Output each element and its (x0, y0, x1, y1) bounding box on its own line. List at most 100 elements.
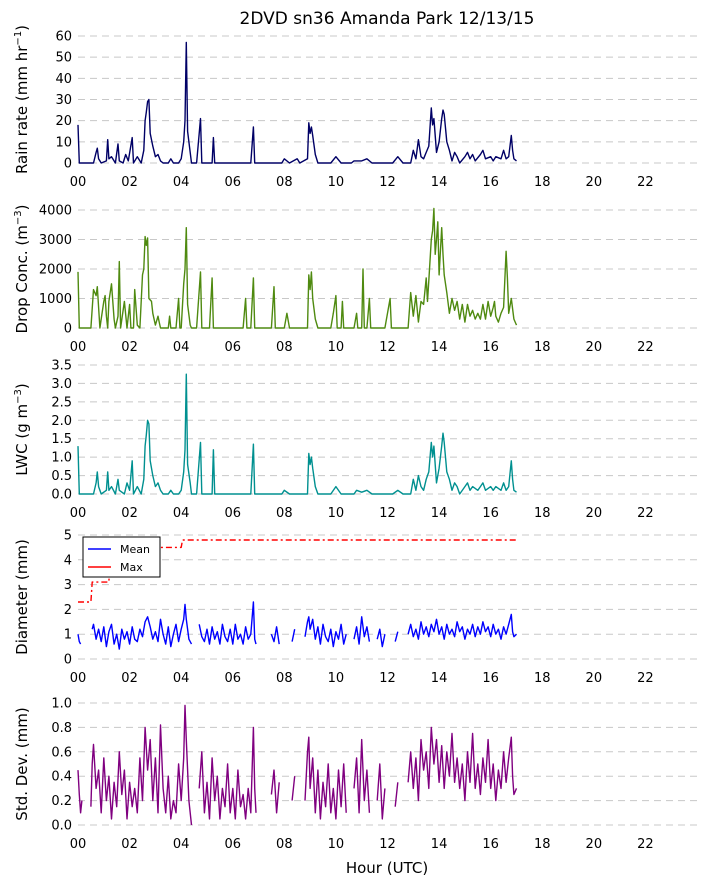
x-tick-lwc-2: 04 (173, 506, 190, 521)
y-tick-rain-6: 60 (55, 30, 72, 45)
figure-title: 2DVD sn36 Amanda Park 12/13/15 (240, 9, 535, 29)
x-tick-lwc-6: 12 (379, 506, 396, 521)
x-tick-rain-4: 08 (276, 175, 293, 190)
y-tick-std-5: 1.0 (51, 697, 72, 712)
y-tick-lwc-7: 3.5 (51, 359, 72, 374)
x-tick-std-3: 06 (224, 837, 241, 852)
x-tick-lwc-3: 06 (224, 506, 241, 521)
x-tick-std-8: 16 (482, 837, 499, 852)
x-tick-diam-10: 20 (586, 671, 603, 686)
x-tick-conc-7: 14 (431, 340, 448, 355)
y-tick-diam-5: 5 (64, 529, 72, 544)
x-tick-lwc-7: 14 (431, 506, 448, 521)
x-tick-diam-0: 00 (70, 671, 87, 686)
y-tick-std-0: 0.0 (51, 819, 72, 834)
x-tick-std-10: 20 (586, 837, 603, 852)
y-tick-diam-0: 0 (64, 653, 72, 668)
legend-box (82, 536, 161, 578)
x-tick-lwc-0: 00 (70, 506, 87, 521)
series-line-rain (77, 41, 517, 164)
x-tick-std-7: 14 (431, 837, 448, 852)
x-tick-conc-8: 16 (482, 340, 499, 355)
x-tick-std-5: 10 (328, 837, 345, 852)
x-tick-diam-2: 04 (173, 671, 190, 686)
x-tick-rain-9: 18 (534, 175, 551, 190)
y-tick-rain-0: 0 (64, 157, 72, 172)
y-tick-diam-4: 4 (64, 553, 72, 568)
x-tick-std-2: 04 (173, 837, 190, 852)
y-tick-conc-0: 0 (64, 322, 72, 337)
y-axis-label-std: Std. Dev. (mm) (13, 707, 31, 820)
x-tick-conc-1: 02 (121, 340, 138, 355)
x-tick-rain-1: 02 (121, 175, 138, 190)
panel-rain: 0 10 20 30 40 50 60 00 02 04 06 08 10 12 14 16 18 20 22 Rai… (13, 25, 697, 190)
y-tick-diam-3: 3 (64, 578, 72, 593)
x-tick-diam-5: 10 (328, 671, 345, 686)
y-tick-conc-1: 1000 (39, 292, 72, 307)
x-tick-lwc-4: 08 (276, 506, 293, 521)
x-tick-diam-4: 08 (276, 671, 293, 686)
x-tick-conc-9: 18 (534, 340, 551, 355)
x-tick-std-1: 02 (121, 837, 138, 852)
x-tick-rain-7: 14 (431, 175, 448, 190)
x-tick-lwc-1: 02 (121, 506, 138, 521)
y-tick-conc-4: 4000 (39, 204, 72, 219)
legend-label-max: Max (120, 561, 143, 574)
y-tick-lwc-2: 1.0 (51, 451, 72, 466)
y-tick-rain-1: 10 (55, 135, 72, 150)
x-tick-diam-7: 14 (431, 671, 448, 686)
x-tick-lwc-8: 16 (482, 506, 499, 521)
x-tick-std-0: 00 (70, 837, 87, 852)
y-tick-diam-2: 2 (64, 603, 72, 618)
x-tick-lwc-9: 18 (534, 506, 551, 521)
x-tick-std-6: 12 (379, 837, 396, 852)
x-tick-conc-0: 00 (70, 340, 87, 355)
x-tick-rain-2: 04 (173, 175, 190, 190)
y-tick-lwc-0: 0.0 (51, 488, 72, 503)
series-line-lwc (77, 373, 517, 495)
x-axis-label: Hour (UTC) (346, 859, 428, 877)
legend-diam: Mean Max (82, 536, 161, 578)
x-tick-rain-6: 12 (379, 175, 396, 190)
y-tick-diam-1: 1 (64, 628, 72, 643)
x-tick-diam-11: 22 (637, 671, 654, 686)
y-tick-rain-5: 50 (55, 51, 72, 66)
x-tick-rain-5: 10 (328, 175, 345, 190)
y-tick-lwc-4: 2.0 (51, 414, 72, 429)
x-tick-conc-11: 22 (637, 340, 654, 355)
y-tick-std-2: 0.4 (51, 770, 72, 785)
x-tick-conc-6: 12 (379, 340, 396, 355)
y-tick-rain-3: 30 (55, 93, 72, 108)
x-tick-rain-10: 20 (586, 175, 603, 190)
x-tick-lwc-11: 22 (637, 506, 654, 521)
x-tick-std-9: 18 (534, 837, 551, 852)
x-tick-diam-3: 06 (224, 671, 241, 686)
y-tick-lwc-1: 0.5 (51, 469, 72, 484)
x-tick-diam-8: 16 (482, 671, 499, 686)
y-tick-conc-2: 2000 (39, 263, 72, 278)
series-line-conc (77, 207, 518, 329)
y-tick-lwc-3: 1.5 (51, 432, 72, 447)
x-tick-rain-8: 16 (482, 175, 499, 190)
x-tick-conc-2: 04 (173, 340, 190, 355)
x-tick-rain-0: 00 (70, 175, 87, 190)
x-tick-lwc-5: 10 (328, 506, 345, 521)
series-line-diam-mean (77, 601, 517, 650)
x-tick-diam-9: 18 (534, 671, 551, 686)
y-axis-label-conc: Drop Conc. (m−3) (13, 205, 31, 334)
x-tick-std-4: 08 (276, 837, 293, 852)
y-axis-label-rain: Rain rate (mm hr−1) (13, 25, 31, 174)
x-tick-std-11: 22 (637, 837, 654, 852)
y-tick-lwc-6: 3.0 (51, 377, 72, 392)
panel-lwc: 0.0 0.5 1.0 1.5 2.0 2.5 3.0 3.5 00 02 04 06 08 10 12 14… (13, 359, 697, 521)
y-tick-rain-2: 20 (55, 114, 72, 129)
y-tick-conc-3: 3000 (39, 233, 72, 248)
x-tick-conc-3: 06 (224, 340, 241, 355)
y-axis-label-diam: Diameter (mm) (13, 539, 31, 655)
y-axis-label-lwc: LWC (g m−3) (13, 383, 31, 475)
y-tick-lwc-5: 2.5 (51, 395, 72, 410)
y-tick-std-3: 0.6 (51, 745, 72, 760)
